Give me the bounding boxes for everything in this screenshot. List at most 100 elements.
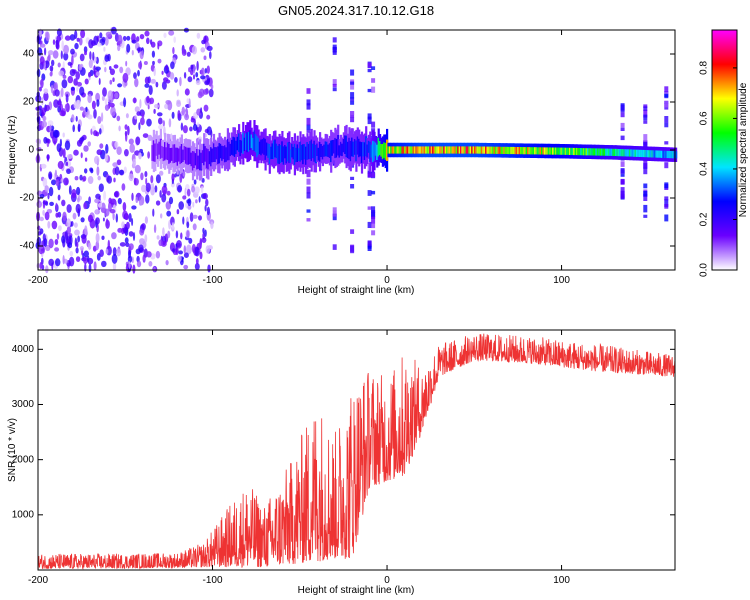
spectrogram-ridge-core — [391, 146, 394, 154]
spectrogram-noise-blob — [80, 217, 85, 223]
spectrogram-noise-blob — [76, 99, 81, 108]
spectrogram-ridge-core — [595, 148, 598, 156]
spectrogram-noise-blob — [55, 258, 61, 267]
spectrogram-ridge-core — [356, 136, 359, 155]
spectrogram-streak — [306, 186, 311, 194]
spectrogram-noise-blob — [186, 221, 190, 229]
spectrogram-noise-blob — [66, 218, 71, 228]
spectrogram-noise-blob — [68, 256, 75, 267]
spectrogram-ridge-core — [374, 142, 377, 156]
spectrogram-ridge-core — [568, 147, 572, 155]
spectrogram-ridge-core — [554, 147, 558, 155]
spectrogram-ridge-core — [381, 144, 384, 160]
spectrogram-noise-blob — [57, 194, 61, 201]
spectrogram-noise-blob — [84, 157, 88, 162]
spectrogram-ridge-core — [233, 137, 236, 157]
spectrogram-noise-blob — [55, 202, 58, 211]
spectrogram-noise-blob — [54, 169, 58, 178]
spectrogram-ridge-core — [387, 146, 390, 154]
spectrogram-noise-blob — [196, 60, 199, 71]
spectrogram-streak — [620, 122, 625, 128]
spectrogram-ridge-core — [648, 150, 651, 158]
spectrogram-noise-blob — [64, 103, 68, 110]
spectrogram-noise-blob — [103, 46, 106, 52]
y-tick-label: 0 — [28, 145, 34, 156]
spectrogram-ridge-core — [211, 148, 214, 163]
spectrogram-ridge-core — [193, 151, 196, 168]
spectrogram-noise-blob — [200, 47, 206, 53]
spectrogram-noise-blob — [60, 178, 65, 183]
spectrogram-ridge-core — [404, 146, 407, 154]
spectrogram-noise-blob — [80, 136, 85, 142]
spectrogram-streak — [664, 214, 669, 222]
spectrogram-ridge-core — [353, 139, 357, 155]
spectrogram-noise-blob — [57, 160, 64, 170]
spectrogram-noise-blob — [195, 80, 201, 86]
spectrogram-ridge-core — [245, 133, 248, 151]
spectrogram-noise-blob — [105, 143, 109, 154]
spectrogram-noise-blob — [165, 79, 171, 84]
spectrogram-noise-blob — [112, 247, 117, 256]
spectrogram-ridge-core — [672, 151, 675, 159]
spectrogram-ridge-core — [541, 147, 544, 155]
spectrogram-noise-blob — [36, 68, 41, 78]
spectrogram-noise-blob — [112, 162, 118, 168]
spectrogram-ridge-core — [536, 147, 539, 155]
spectrogram-ridge-core — [522, 147, 525, 155]
spectrogram-ridge-core — [580, 148, 583, 156]
spectrogram-noise-blob — [61, 199, 66, 207]
spectrogram-noise-blob — [81, 234, 87, 244]
spectrogram-ridge-core — [398, 146, 401, 154]
spectrogram-ridge-core — [351, 137, 354, 157]
spectrogram-ridge-core — [298, 148, 301, 161]
spectrogram-streak — [367, 171, 372, 178]
spectrogram-noise-blob — [117, 227, 123, 233]
spectrogram-noise-blob — [43, 91, 49, 102]
spectrogram-ridge-core — [635, 149, 639, 157]
spectrogram-noise-blob — [54, 247, 60, 252]
spectrogram-ridge-core — [272, 140, 276, 159]
spectrogram-ridge-core — [642, 149, 646, 158]
y-tick-label: 1000 — [12, 509, 35, 520]
spectrogram-noise-blob — [143, 61, 148, 65]
spectrogram-ridge-core — [296, 144, 299, 162]
spectrogram-ridge-core — [207, 149, 210, 170]
spectrogram-noise-blob — [38, 86, 42, 92]
spectrogram-ridge-core — [638, 149, 641, 157]
spectrogram-ridge-core — [447, 146, 450, 154]
spectrogram-ridge-core — [589, 148, 592, 156]
spectrogram-noise-blob — [94, 155, 100, 165]
spectrogram-noise-blob — [146, 37, 150, 45]
spectrogram-ridge-core — [229, 143, 232, 157]
spectrogram-noise-blob — [43, 238, 48, 247]
spectrogram-ridge-core — [510, 146, 513, 155]
spectrogram-noise-blob — [45, 265, 49, 274]
spectrogram-noise-blob — [141, 184, 147, 193]
spectrogram-y-ticks: -40 -20 0 20 40 — [20, 49, 675, 252]
spectrogram-ridge-core — [496, 146, 499, 154]
spectrogram-ridge-core — [430, 146, 433, 154]
spectrogram-noise-blob — [83, 202, 88, 210]
spectrogram-ridge-core — [483, 146, 486, 154]
spectrogram-streak — [664, 93, 669, 98]
spectrogram-streak — [664, 91, 669, 95]
snr-x-label: Height of straight line (km) — [298, 585, 415, 596]
spectrogram-ridge-core — [384, 142, 387, 160]
spectrogram-ridge-core — [302, 144, 305, 165]
spectrogram-noise-blob — [157, 112, 163, 117]
spectrogram-noise-blob — [56, 143, 62, 153]
snr-y-label: SNR (10 * v/v) — [7, 418, 18, 482]
spectrogram-noise-blob — [79, 53, 85, 62]
spectrogram-noise-blob — [74, 42, 79, 50]
spectrogram-streak — [332, 44, 337, 50]
spectrogram-noise-blob — [41, 107, 46, 116]
spectrogram-noise-blob — [58, 98, 62, 108]
spectrogram-noise-blob — [76, 241, 79, 248]
spectrogram-noise-blob — [175, 246, 179, 256]
spectrogram-ridge-core — [560, 147, 563, 155]
spectrogram-streak — [367, 206, 372, 210]
spectrogram-ridge-core — [584, 148, 587, 156]
spectrogram-streak — [664, 196, 669, 201]
spectrogram-ridge-core — [252, 137, 255, 151]
spectrogram-ridge-core — [341, 143, 344, 157]
